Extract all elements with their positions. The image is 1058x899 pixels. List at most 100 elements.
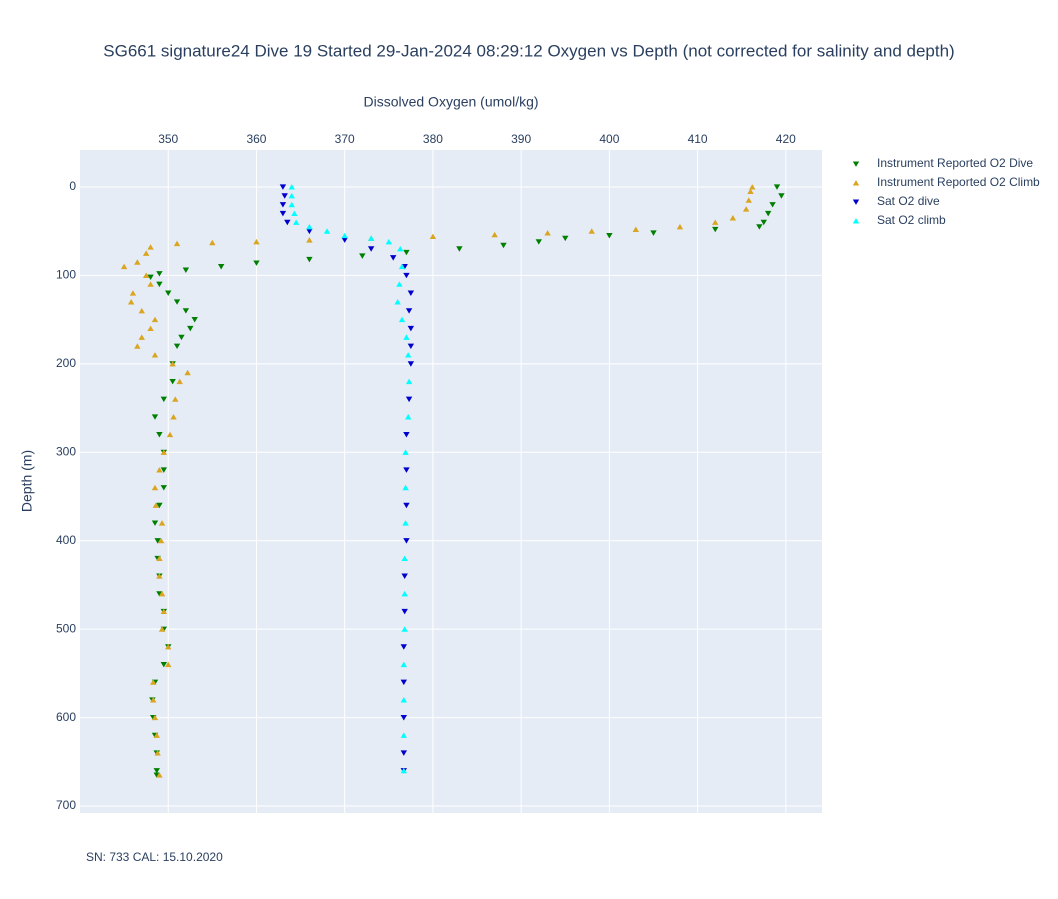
point [165,643,172,650]
point [405,308,413,314]
point [402,484,409,491]
y-tick-label: 0 [69,179,76,193]
point [169,360,176,367]
point [156,555,163,561]
point [153,768,160,774]
point [400,715,407,721]
point [134,343,141,349]
point [400,750,407,756]
point [407,290,415,296]
point [764,210,772,217]
point [306,237,313,243]
legend-label: Instrument Reported O2 Climb [877,175,1040,189]
point [500,242,507,249]
point [401,590,408,597]
point [341,237,348,243]
y-tick-label: 400 [56,533,76,547]
point [407,325,415,332]
point [306,228,313,235]
point [407,361,415,367]
point [169,378,176,385]
point [747,188,754,194]
point [184,369,191,376]
point [544,230,551,236]
point [341,232,348,239]
point [147,274,154,281]
point [292,219,300,225]
point [165,661,172,668]
point [209,239,216,246]
point [396,281,403,287]
point [401,573,408,579]
point [402,449,409,455]
point [398,316,406,323]
point [151,714,159,721]
x-tick-label: 410 [688,132,708,146]
point [401,626,408,632]
point [156,502,163,509]
x-tick-label: 420 [776,132,796,146]
point [745,197,752,203]
point [394,299,401,305]
legend-marker [852,199,860,205]
point [405,352,412,358]
point [306,256,313,263]
point [650,230,657,236]
point [173,240,181,247]
legend-marker [852,180,860,186]
point [400,644,407,650]
point [367,246,375,252]
point [281,193,288,199]
point [156,573,163,579]
point [401,608,408,615]
point [405,414,412,420]
point [176,378,183,385]
point [367,235,375,241]
x-tick-label: 360 [246,132,266,146]
point [400,732,407,738]
point [712,219,719,225]
y-tick-label: 300 [56,444,76,458]
point [400,679,407,686]
point [191,317,198,323]
point [160,449,168,455]
point [562,235,569,242]
point [158,520,166,526]
point [359,253,366,259]
point [456,246,463,252]
point [279,210,287,217]
point [157,537,165,544]
point [403,249,410,256]
point [253,238,260,245]
point [773,184,781,190]
point [400,697,407,703]
x-axis-title: Dissolved Oxygen (umol/kg) [363,94,538,110]
point [170,414,177,420]
point [401,555,408,561]
plot-area [80,150,822,813]
point [778,193,785,199]
point [156,271,163,277]
y-tick-label: 700 [56,798,76,812]
point [279,184,287,190]
point [606,233,613,239]
point [535,239,542,245]
point [129,290,137,296]
point [401,263,408,270]
point [142,250,150,256]
point [142,272,150,278]
point [284,219,291,226]
point [632,226,640,232]
y-tick-label: 600 [56,710,76,724]
point [253,260,260,266]
point [217,263,225,270]
point [150,697,157,703]
point [288,184,295,190]
point [323,228,331,234]
x-tick-label: 350 [158,132,178,146]
point [166,431,174,438]
y-tick-label: 500 [56,621,76,635]
grid: 350 360 370 380 390 400 410 420 0 100 200 300 400 500… [56,132,822,813]
point [712,226,719,233]
point [288,192,295,199]
